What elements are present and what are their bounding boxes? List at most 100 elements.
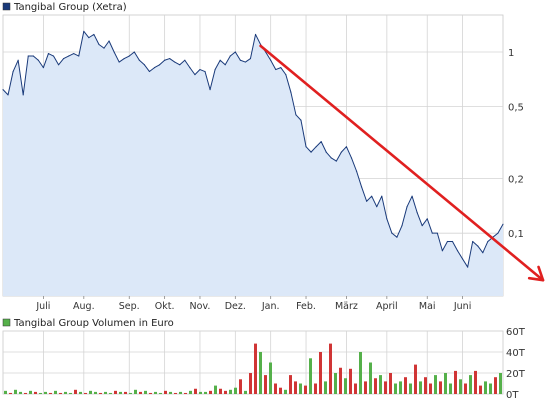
price-point: [386, 218, 388, 220]
volume-bar: [389, 373, 392, 394]
volume-bar: [94, 391, 97, 394]
price-point: [143, 64, 146, 66]
volume-chart-title: Tangibal Group Volumen in Euro: [13, 318, 174, 329]
price-point: [153, 66, 156, 69]
volume-bar: [254, 343, 257, 394]
volume-bar: [24, 392, 27, 394]
volume-bar: [334, 373, 337, 394]
price-point: [42, 66, 45, 69]
price-point: [340, 151, 342, 153]
price-point: [108, 40, 110, 42]
volume-bar: [399, 381, 402, 394]
volume-bar: [194, 388, 197, 394]
price-x-tick-label: Feb.: [296, 301, 316, 312]
price-point: [456, 250, 459, 252]
volume-bar: [9, 392, 12, 394]
price-point: [164, 59, 166, 61]
price-point: [446, 240, 449, 243]
price-point: [189, 66, 191, 69]
volume-bar: [114, 390, 117, 394]
volume-bar: [339, 367, 342, 394]
volume-bar: [269, 362, 272, 394]
price-point: [381, 195, 383, 197]
price-y-tick-label: 0,2: [508, 175, 524, 186]
price-x-tick-label: Sep.: [119, 301, 140, 312]
volume-bar: [449, 383, 452, 394]
price-point: [214, 68, 216, 71]
price-series-line: [2, 30, 504, 268]
price-point: [497, 232, 499, 234]
volume-bar: [369, 362, 372, 394]
price-point: [133, 51, 135, 53]
volume-bar: [19, 391, 22, 394]
volume-bar: [154, 391, 157, 394]
volume-bar: [349, 368, 352, 394]
price-point: [416, 211, 418, 214]
price-point: [401, 225, 403, 227]
price-point: [285, 74, 287, 76]
price-point: [128, 55, 130, 57]
volume-y-tick-label: 60T: [506, 327, 526, 338]
price-line: [2, 30, 504, 268]
price-x-axis: Juli Aug. Sep. Okt. Nov. Dez. Jan. Feb. März Apri…: [35, 296, 471, 312]
price-point: [179, 64, 181, 66]
price-y-axis: 1 0,5 0,2 0,1: [508, 48, 524, 240]
volume-bar: [44, 391, 47, 394]
volume-bar: [264, 375, 267, 394]
price-point: [93, 33, 95, 36]
volume-bar: [434, 375, 437, 394]
price-point: [174, 61, 176, 63]
volume-bar: [484, 381, 487, 394]
price-point: [254, 33, 257, 36]
price-point: [280, 66, 282, 69]
volume-bar: [284, 389, 287, 394]
price-point: [441, 250, 443, 252]
volume-bar: [364, 381, 367, 394]
volume-bar: [174, 392, 177, 394]
volume-bar: [144, 390, 147, 394]
volume-bar: [489, 383, 492, 394]
volume-bar: [189, 390, 192, 394]
volume-bar: [224, 390, 227, 394]
price-point: [229, 55, 231, 57]
volume-bar: [34, 391, 37, 394]
price-point: [371, 195, 373, 197]
volume-bar: [494, 377, 497, 394]
volume-bar: [204, 391, 207, 394]
volume-bar: [239, 379, 242, 394]
volume-bar: [314, 383, 317, 394]
legend-swatch-volume: [2, 318, 11, 327]
price-point: [12, 70, 14, 73]
volume-bar: [374, 378, 377, 394]
price-point: [406, 206, 408, 208]
trend-arrow-head: [527, 265, 545, 282]
volume-bar: [429, 383, 432, 394]
price-point: [310, 151, 312, 153]
price-point: [436, 232, 438, 234]
volume-bar: [159, 392, 162, 394]
price-point: [426, 218, 428, 220]
volume-bar: [4, 390, 7, 394]
price-point: [158, 64, 161, 66]
price-x-tick-label: Juli: [35, 301, 50, 312]
price-point: [138, 59, 140, 61]
volume-bar: [164, 390, 167, 394]
price-area-fill: [3, 31, 503, 297]
volume-bar: [464, 383, 467, 394]
price-y-tick-label: 0,1: [508, 229, 524, 240]
volume-bar: [404, 377, 407, 394]
price-point: [32, 55, 34, 57]
price-point: [148, 70, 151, 73]
volume-bar: [39, 392, 42, 394]
price-point: [98, 43, 100, 46]
volume-bar: [274, 383, 277, 394]
price-point: [22, 94, 24, 96]
price-x-tick-label: Juni: [453, 301, 471, 312]
price-point: [396, 236, 398, 238]
volume-bar: [414, 364, 417, 394]
price-point: [411, 195, 413, 197]
volume-bar: [304, 385, 307, 394]
price-point: [270, 59, 272, 61]
price-point: [184, 59, 186, 61]
volume-bar: [64, 391, 67, 394]
